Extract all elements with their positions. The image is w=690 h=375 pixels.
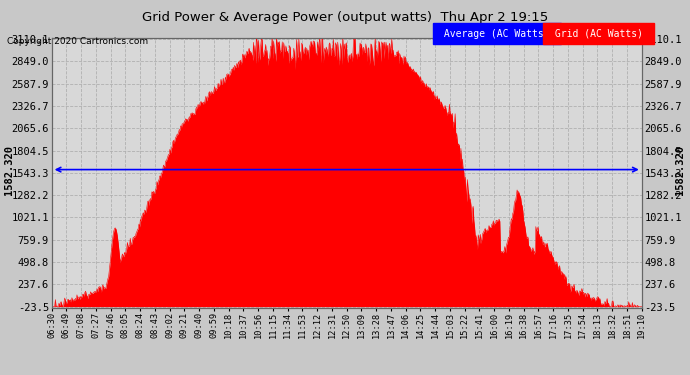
Text: Average (AC Watts): Average (AC Watts) (438, 29, 555, 39)
Text: Copyright 2020 Cartronics.com: Copyright 2020 Cartronics.com (7, 38, 148, 46)
Text: Grid Power & Average Power (output watts)  Thu Apr 2 19:15: Grid Power & Average Power (output watts… (142, 11, 548, 24)
Text: 1582.320: 1582.320 (3, 145, 14, 195)
Text: 1582.320: 1582.320 (675, 145, 685, 195)
Text: Grid (AC Watts): Grid (AC Watts) (549, 29, 649, 39)
